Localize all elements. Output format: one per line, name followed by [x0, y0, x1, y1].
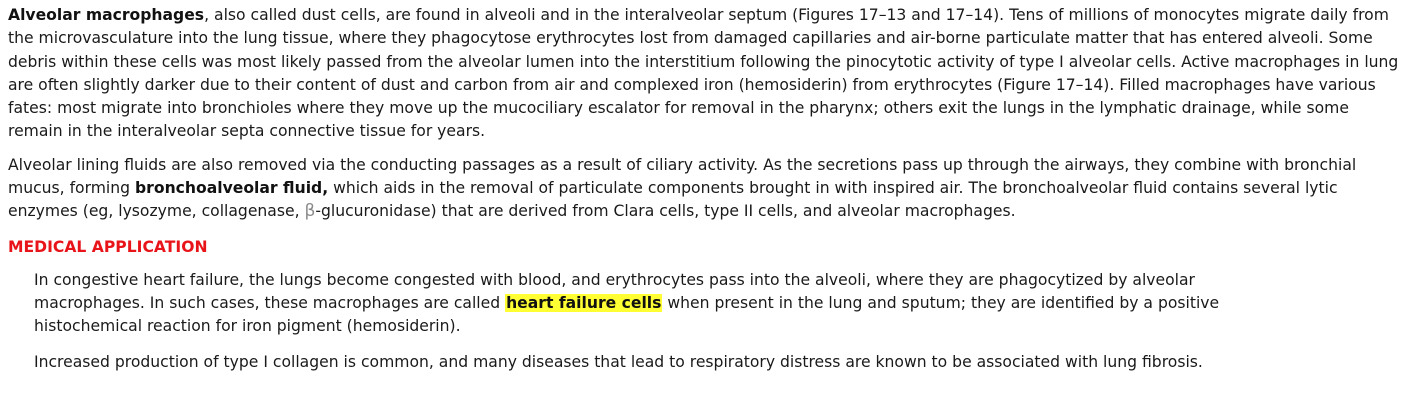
medical-application-heading: MEDICAL APPLICATION: [8, 237, 208, 256]
paragraph-lung-fibrosis: Increased production of type I collagen …: [34, 351, 1284, 374]
paragraph-heart-failure: In congestive heart failure, the lungs b…: [34, 269, 1284, 339]
paragraph-text: when present in the lung and sputum; the…: [34, 293, 1220, 336]
beta-symbol: β: [304, 201, 316, 222]
term-bronchoalveolar-fluid: bronchoalveolar fluid,: [135, 179, 329, 198]
medical-application-section: In congestive heart failure, the lungs b…: [8, 269, 1404, 374]
document-body: Alveolar macrophages, also called dust c…: [8, 0, 1404, 374]
paragraph-text: , also called dust cells, are found in a…: [8, 6, 1399, 141]
paragraph-alveolar-lining-fluids: Alveolar lining fluids are also removed …: [8, 154, 1404, 224]
term-alveolar-macrophages: Alveolar macrophages: [8, 6, 205, 24]
paragraph-text: In congestive heart failure, the lungs b…: [34, 270, 1195, 312]
highlighted-term-heart-failure-cells: heart failure cells: [505, 293, 663, 312]
paragraph-text: Alveolar lining fluids are also removed …: [8, 155, 1357, 198]
paragraph-text: -glucuronidase) that are derived from Cl…: [315, 202, 1016, 221]
paragraph-text: Increased production of type I collagen …: [34, 352, 1203, 371]
paragraph-alveolar-macrophages: Alveolar macrophages, also called dust c…: [8, 0, 1404, 144]
paragraph-text: which aids in the removal of particulate…: [8, 179, 1338, 221]
